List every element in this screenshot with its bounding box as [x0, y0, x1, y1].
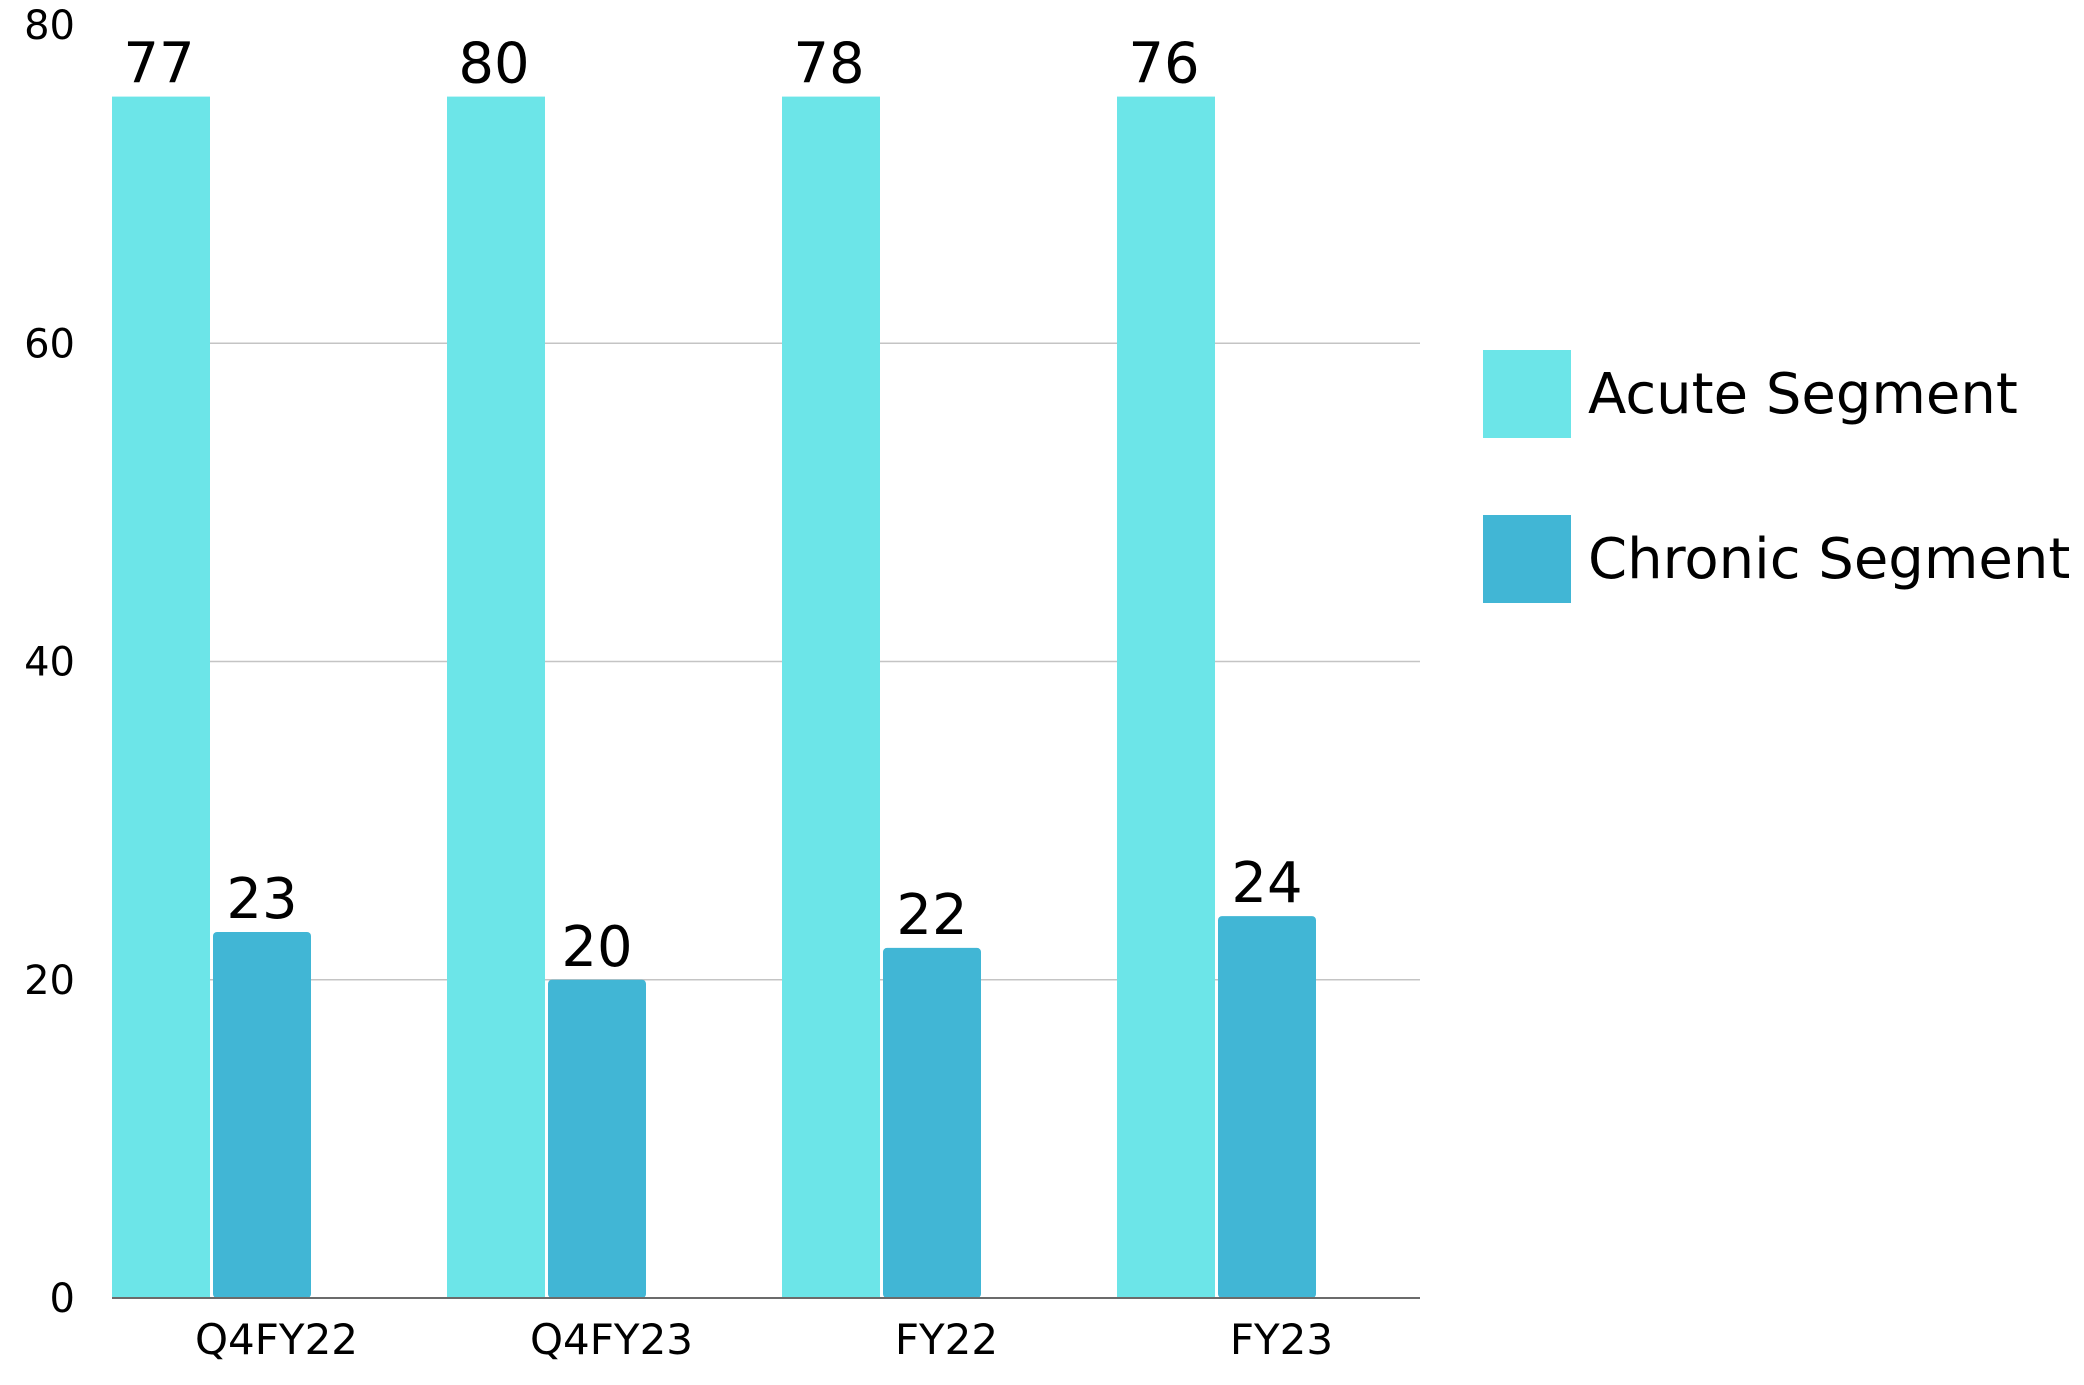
bar-acute	[1117, 96, 1215, 1299]
bar-chronic	[883, 947, 981, 1298]
x-tick-label: Q4FY22	[195, 1315, 358, 1364]
y-tick-label: 20	[24, 958, 75, 1004]
data-label: 22	[896, 883, 967, 948]
legend-label-acute: Acute Segment	[1588, 362, 2018, 427]
x-tick-label: FY22	[895, 1315, 998, 1364]
data-label: 78	[793, 32, 864, 97]
gridlines	[112, 342, 1420, 981]
bar-acute	[447, 96, 545, 1299]
legend-swatch-chronic	[1483, 515, 1571, 603]
axes: 0 20 40 60 80 Q4FY22 Q4FY23 FY22 FY23	[24, 3, 1420, 1364]
data-label: 23	[226, 867, 297, 932]
data-label: 80	[458, 32, 529, 97]
data-label: 76	[1128, 32, 1199, 97]
x-tick-label: FY23	[1230, 1315, 1333, 1364]
legend-swatch-acute	[1483, 350, 1571, 438]
y-tick-label: 40	[24, 640, 75, 686]
y-tick-label: 60	[24, 321, 75, 367]
y-tick-label: 80	[24, 3, 75, 49]
data-label: 20	[561, 915, 632, 980]
data-label: 24	[1231, 851, 1302, 916]
bar-chronic	[548, 979, 646, 1298]
legend-label-chronic: Chronic Segment	[1588, 527, 2070, 592]
x-tick-label: Q4FY23	[530, 1315, 693, 1364]
bar-acute	[782, 96, 880, 1299]
y-tick-label: 0	[50, 1276, 75, 1322]
data-label: 77	[123, 32, 194, 97]
bars	[112, 96, 1316, 1299]
data-labels: 77 23 80 20 78 22 76 24	[123, 32, 1302, 980]
bar-chronic	[1218, 916, 1316, 1298]
legend: Acute Segment Chronic Segment	[1483, 350, 2070, 603]
bar-chronic	[213, 932, 311, 1298]
bar-acute	[112, 96, 210, 1299]
